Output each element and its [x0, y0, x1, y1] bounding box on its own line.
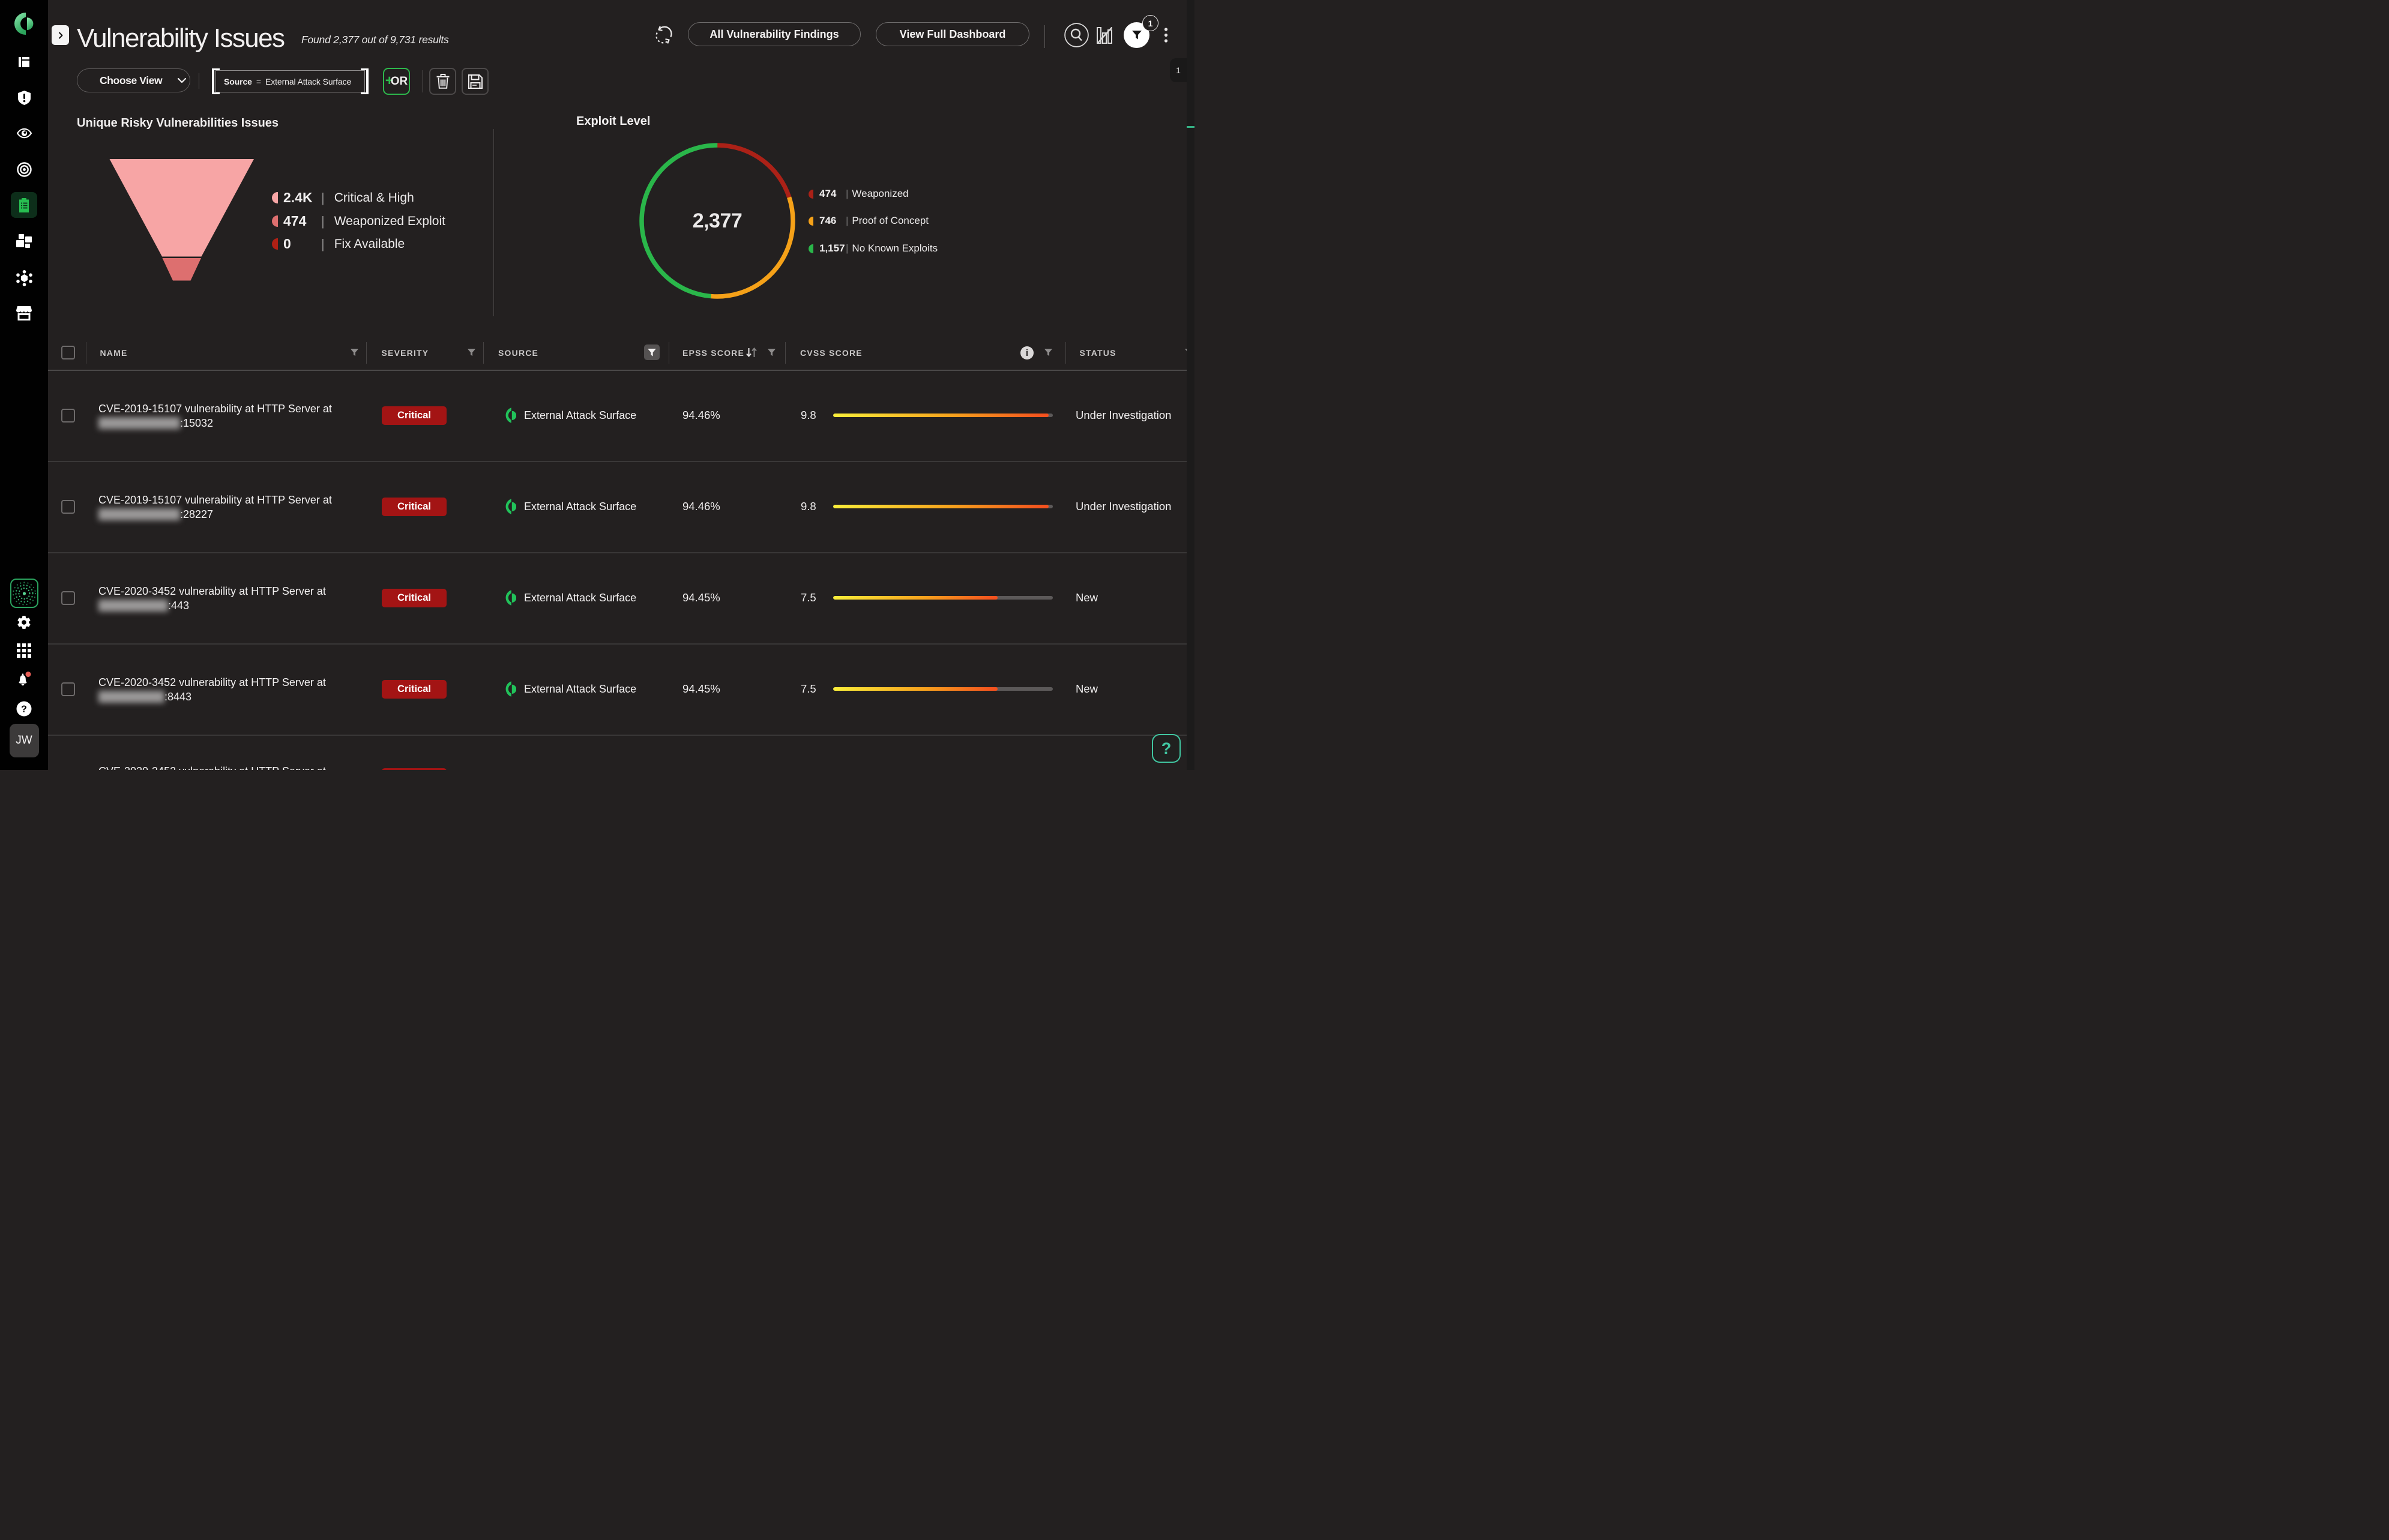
svg-text:?: ? — [21, 705, 27, 715]
